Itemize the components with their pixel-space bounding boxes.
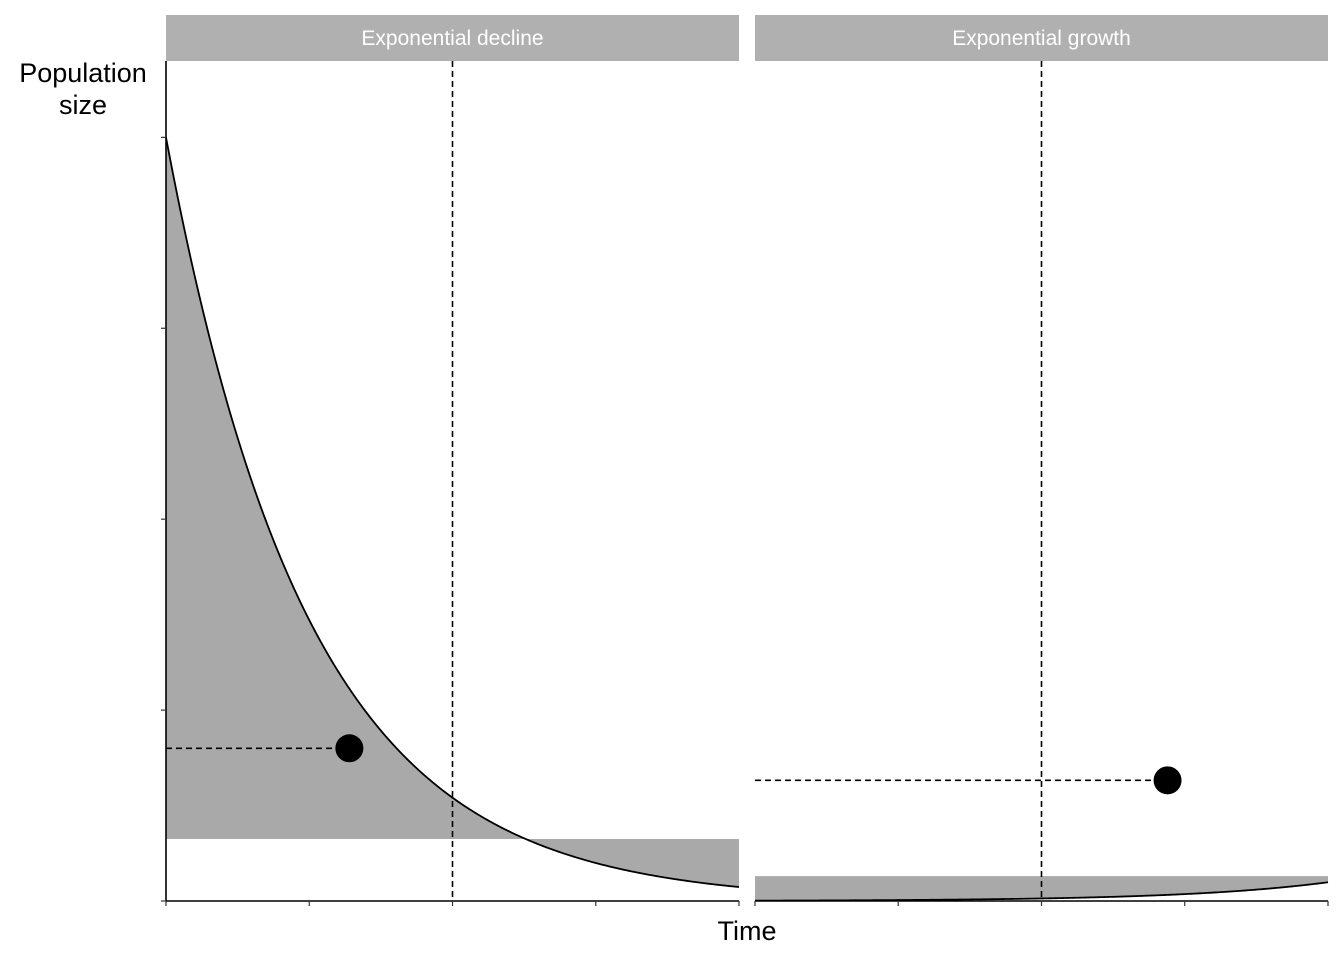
panel-exponential-growth: Exponential growth <box>754 15 1329 906</box>
strip-background <box>755 15 1328 61</box>
exponential-curve <box>165 137 740 888</box>
strip-title-decline: Exponential decline <box>361 27 543 50</box>
y-axis-title-line-1: Population <box>19 58 147 88</box>
panel-exponential-decline: Exponential decline <box>161 15 740 906</box>
shaded-area <box>166 137 739 888</box>
panel-marks <box>161 61 740 906</box>
y-axis-title-line-2: size <box>59 90 107 120</box>
highlight-point <box>335 734 364 763</box>
strip-title-growth: Exponential growth <box>952 27 1131 50</box>
shaded-area <box>755 876 1328 901</box>
panel-marks <box>754 61 1329 906</box>
strip-background <box>166 15 739 61</box>
x-axis-title: Time <box>718 916 777 946</box>
highlight-point <box>1153 766 1182 795</box>
